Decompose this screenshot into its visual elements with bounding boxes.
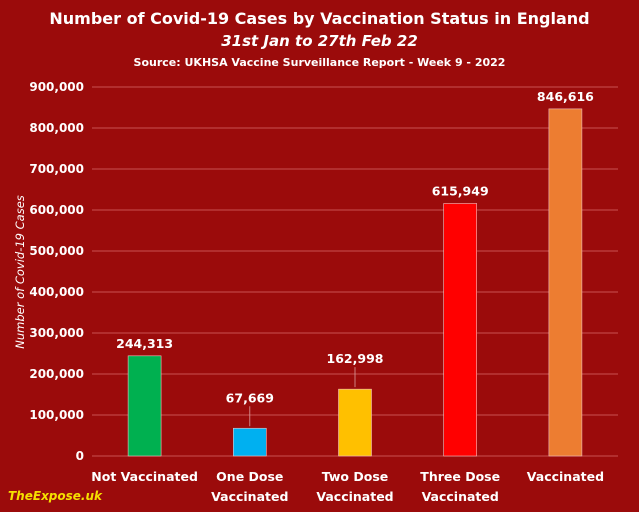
data-label: 67,669	[226, 390, 274, 405]
x-category-label: Vaccinated	[527, 469, 604, 484]
x-axis-categories: Not Vaccinated One Dose Vaccinated Two Dose…	[91, 469, 604, 504]
x-category-label: Vaccinated	[316, 489, 393, 504]
x-category-label: One Dose	[216, 469, 283, 484]
x-category-label: Not Vaccinated	[91, 469, 198, 484]
data-label: 244,313	[116, 336, 173, 351]
y-tick-label: 700,000	[29, 162, 84, 176]
y-tick-label: 100,000	[29, 408, 84, 422]
x-category-label: Three Dose	[420, 469, 500, 484]
watermark-logo: TheExpose.uk	[8, 489, 103, 503]
y-tick-label: 800,000	[29, 121, 84, 135]
x-category-label: Two Dose	[322, 469, 389, 484]
chart-subtitle: 31st Jan to 27th Feb 22	[221, 32, 418, 50]
y-axis-ticks: 0 100,000 200,000 300,000 400,000 500,000 600,…	[29, 80, 84, 463]
bars	[127, 108, 583, 457]
data-label: 162,998	[327, 351, 384, 366]
x-category-label: Vaccinated	[211, 489, 288, 504]
gridlines	[92, 86, 618, 457]
bar	[233, 427, 267, 457]
y-tick-label: 900,000	[29, 80, 84, 94]
y-tick-label: 400,000	[29, 285, 84, 299]
y-tick-label: 300,000	[29, 326, 84, 340]
y-tick-label: 0	[76, 449, 84, 463]
bar	[338, 388, 372, 457]
x-category-label: Vaccinated	[422, 489, 499, 504]
y-axis-label: Number of Covid-19 Cases	[13, 195, 27, 349]
data-labels: 244,313 67,669 162,998 615,949 846,616	[116, 89, 594, 427]
chart-title: Number of Covid-19 Cases by Vaccination …	[49, 9, 589, 28]
y-tick-label: 500,000	[29, 244, 84, 258]
data-label: 615,949	[432, 183, 489, 198]
bar	[548, 108, 583, 457]
bar	[127, 355, 162, 457]
bar	[443, 203, 478, 457]
y-tick-label: 200,000	[29, 367, 84, 381]
chart-source: Source: UKHSA Vaccine Surveillance Repor…	[134, 56, 506, 69]
data-label: 846,616	[537, 89, 594, 104]
y-tick-label: 600,000	[29, 203, 84, 217]
